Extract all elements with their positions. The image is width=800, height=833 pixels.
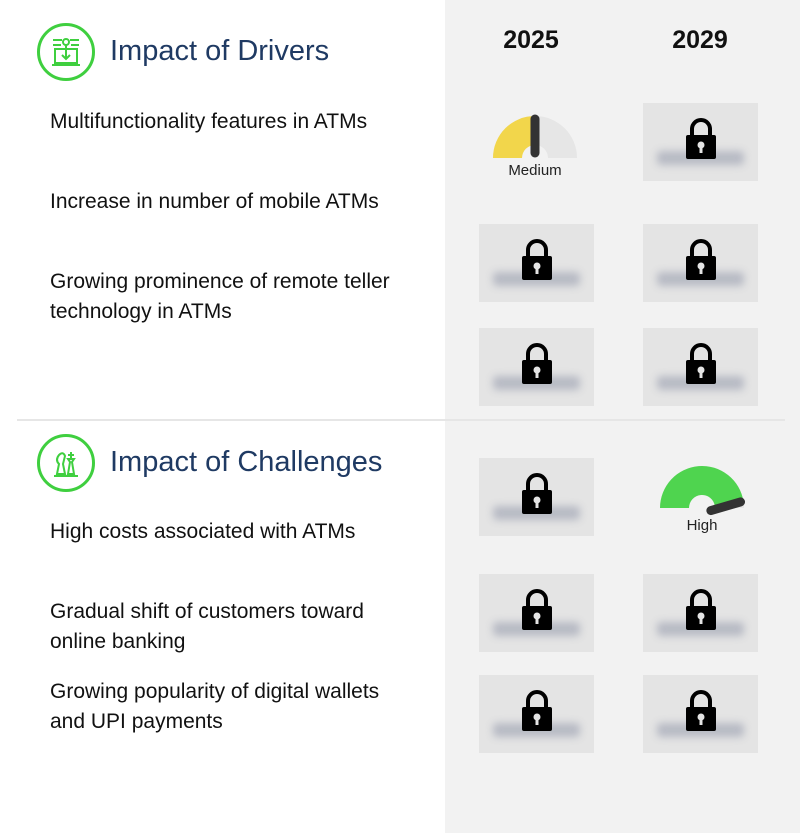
lock-icon	[521, 343, 552, 384]
gauge-medium: Medium	[475, 110, 595, 190]
locked-cell[interactable]	[479, 224, 594, 302]
gauge-fill	[660, 466, 744, 508]
locked-cell[interactable]	[479, 675, 594, 753]
challenge-item: High costs associated with ATMs	[50, 520, 356, 543]
locked-cell[interactable]	[643, 574, 758, 652]
gauge-high-label: High	[686, 517, 718, 534]
lock-icon	[521, 473, 552, 514]
gauge-high: High	[642, 460, 762, 540]
locked-cell[interactable]	[643, 675, 758, 753]
lock-icon	[685, 589, 716, 630]
lock-icon	[685, 343, 716, 384]
lock-icon	[521, 690, 552, 731]
chess-pieces-icon	[37, 434, 95, 492]
locked-cell[interactable]	[479, 574, 594, 652]
driver-item: Multifunctionality features in ATMs	[50, 110, 368, 133]
challenge-item: Growing popularity of digital wallets an…	[50, 680, 380, 733]
gauge-needle	[706, 497, 746, 516]
gauge-high-dial	[660, 466, 746, 516]
laptop-circuit-icon	[37, 23, 95, 81]
gauge-medium-label: Medium	[508, 162, 562, 179]
gauge-medium-dial	[493, 114, 577, 158]
challenge-item: Gradual shift of customers toward online…	[50, 600, 364, 653]
locked-cell[interactable]	[643, 103, 758, 181]
lock-icon	[521, 589, 552, 630]
locked-cell[interactable]	[643, 224, 758, 302]
locked-cell[interactable]	[479, 458, 594, 536]
year-header-2025: 2025	[503, 26, 559, 54]
gauge-fill	[493, 116, 535, 158]
lock-icon	[685, 239, 716, 280]
driver-item: Growing prominence of remote teller tech…	[50, 270, 390, 323]
lock-icon	[521, 239, 552, 280]
locked-cell[interactable]	[479, 328, 594, 406]
driver-item: Increase in number of mobile ATMs	[50, 190, 379, 213]
lock-icon	[685, 690, 716, 731]
challenges-title: Impact of Challenges	[110, 446, 383, 478]
year-header-2029: 2029	[672, 26, 728, 54]
section-divider	[17, 419, 785, 421]
locked-cell[interactable]	[643, 328, 758, 406]
drivers-title: Impact of Drivers	[110, 35, 330, 67]
lock-icon	[685, 118, 716, 159]
